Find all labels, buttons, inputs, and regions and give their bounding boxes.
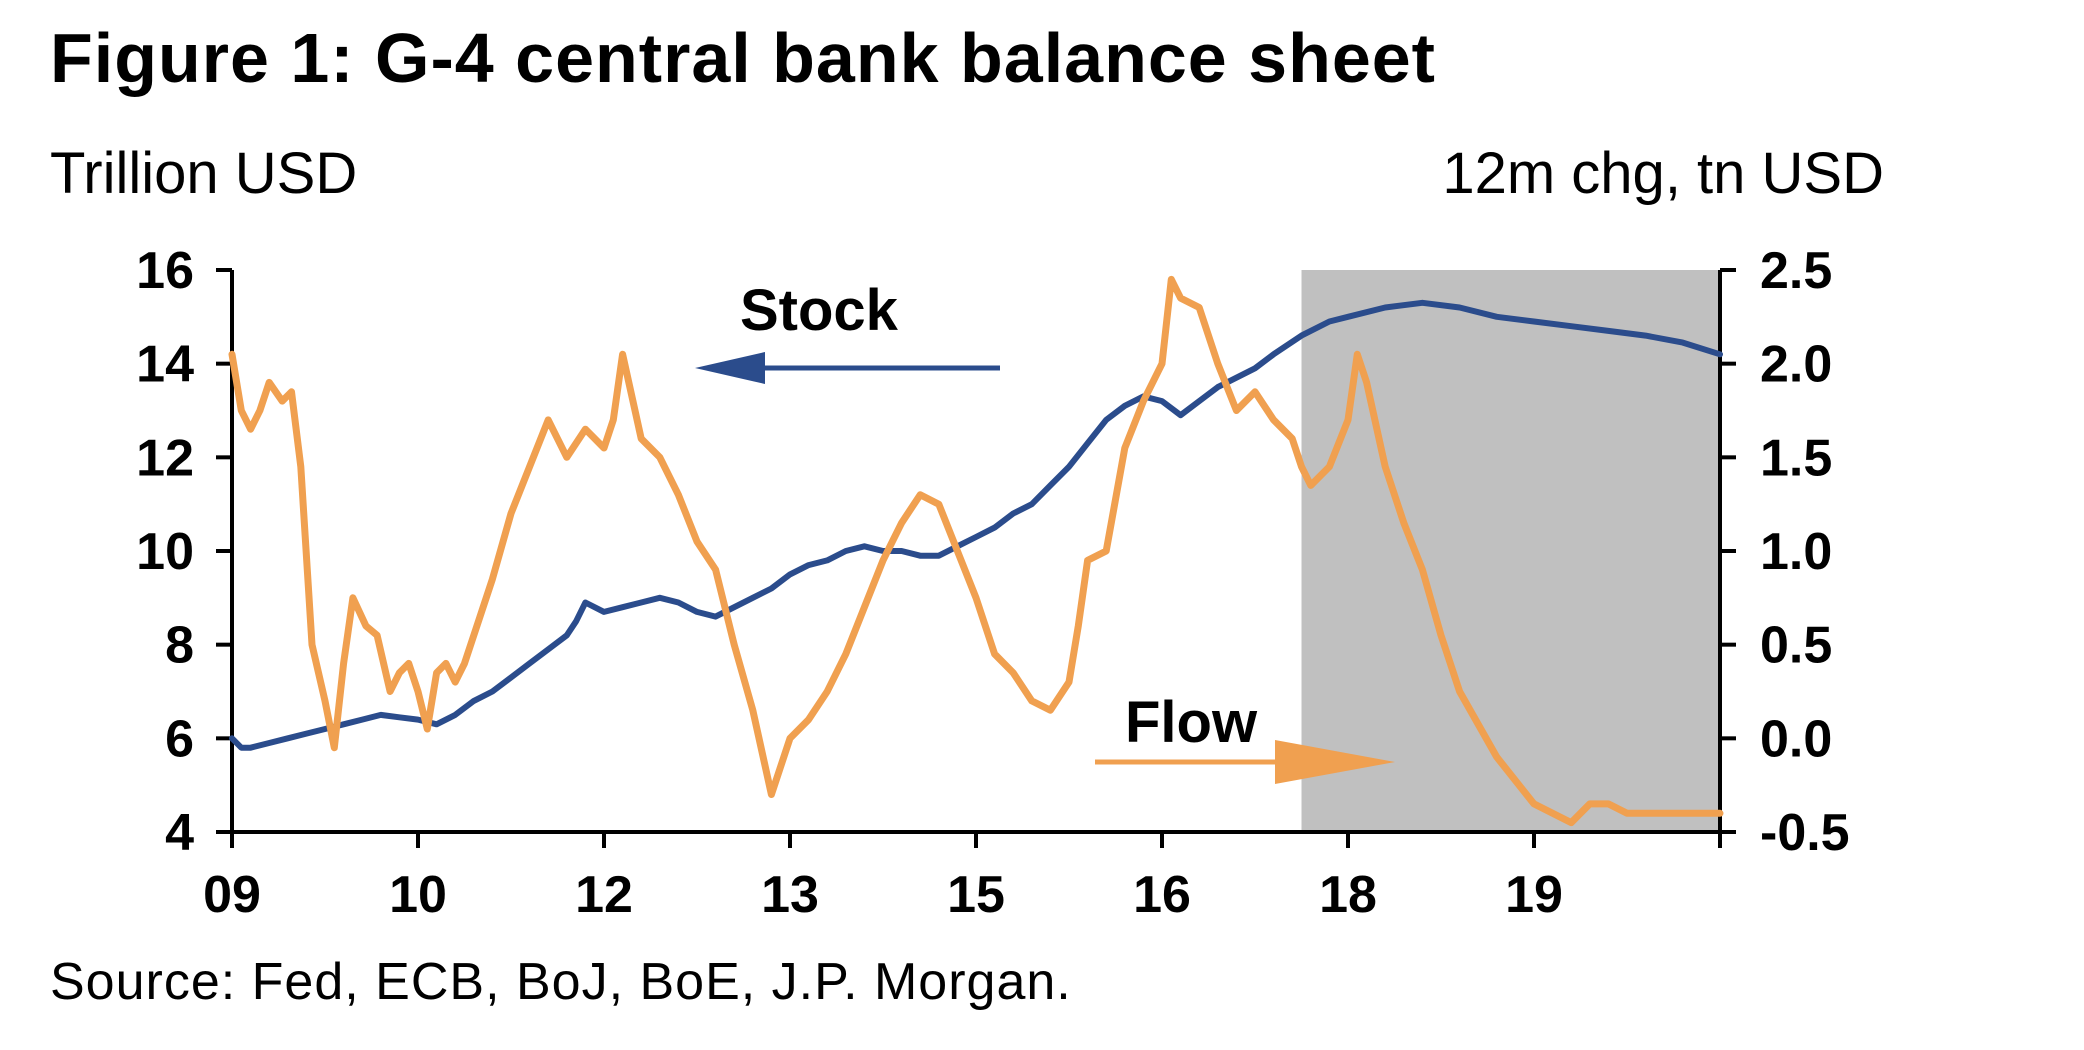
forecast-shade-layer bbox=[1301, 270, 1720, 832]
x-tick-label: 18 bbox=[1319, 866, 1377, 924]
left-axis-unit: Trillion USD bbox=[50, 141, 358, 206]
left-tick-label: 16 bbox=[136, 242, 194, 300]
x-tick-label: 16 bbox=[1133, 866, 1191, 924]
left-tick-label: 6 bbox=[165, 710, 194, 768]
chart-title: Figure 1: G-4 central bank balance sheet bbox=[50, 19, 1436, 97]
stock-arrow-head bbox=[695, 352, 765, 384]
right-tick-label: 2.0 bbox=[1760, 336, 1832, 394]
series-line-flow bbox=[228, 275, 1724, 827]
x-tick-label: 10 bbox=[389, 866, 447, 924]
stock-annotation-label: Stock bbox=[740, 278, 899, 343]
flow-annotation-label: Flow bbox=[1125, 690, 1258, 755]
right-tick-label: 2.5 bbox=[1760, 242, 1832, 300]
x-tick-label: 09 bbox=[203, 866, 261, 924]
series-line-stock bbox=[229, 299, 1723, 751]
left-tick-label: 4 bbox=[165, 804, 194, 862]
right-tick-label: 0.0 bbox=[1760, 710, 1832, 768]
right-tick-label: -0.5 bbox=[1760, 804, 1850, 862]
left-tick-label: 12 bbox=[136, 429, 194, 487]
right-axis-unit: 12m chg, tn USD bbox=[1442, 141, 1884, 206]
right-tick-label: 1.0 bbox=[1760, 523, 1832, 581]
x-tick-label: 19 bbox=[1505, 866, 1563, 924]
annotation-layer: Stock Flow bbox=[695, 278, 1395, 784]
right-tick-label: 1.5 bbox=[1760, 429, 1832, 487]
right-tick-label: 0.5 bbox=[1760, 617, 1832, 675]
axes-layer: 4 6 8 10 12 14 16 -0.5 0.0 0.5 1.0 1.5 2.0 2.5 09 10 12 1… bbox=[136, 242, 1849, 924]
x-tick-label: 12 bbox=[575, 866, 633, 924]
series-layer bbox=[228, 275, 1724, 827]
x-tick-label: 15 bbox=[947, 866, 1005, 924]
left-tick-label: 8 bbox=[165, 617, 194, 675]
source-note: Source: Fed, ECB, BoJ, BoE, J.P. Morgan. bbox=[50, 953, 1072, 1011]
flow-arrow-head bbox=[1275, 740, 1395, 784]
left-tick-label: 14 bbox=[136, 336, 194, 394]
forecast-shaded-region bbox=[1301, 270, 1720, 832]
x-tick-label: 13 bbox=[761, 866, 819, 924]
left-tick-label: 10 bbox=[136, 523, 194, 581]
